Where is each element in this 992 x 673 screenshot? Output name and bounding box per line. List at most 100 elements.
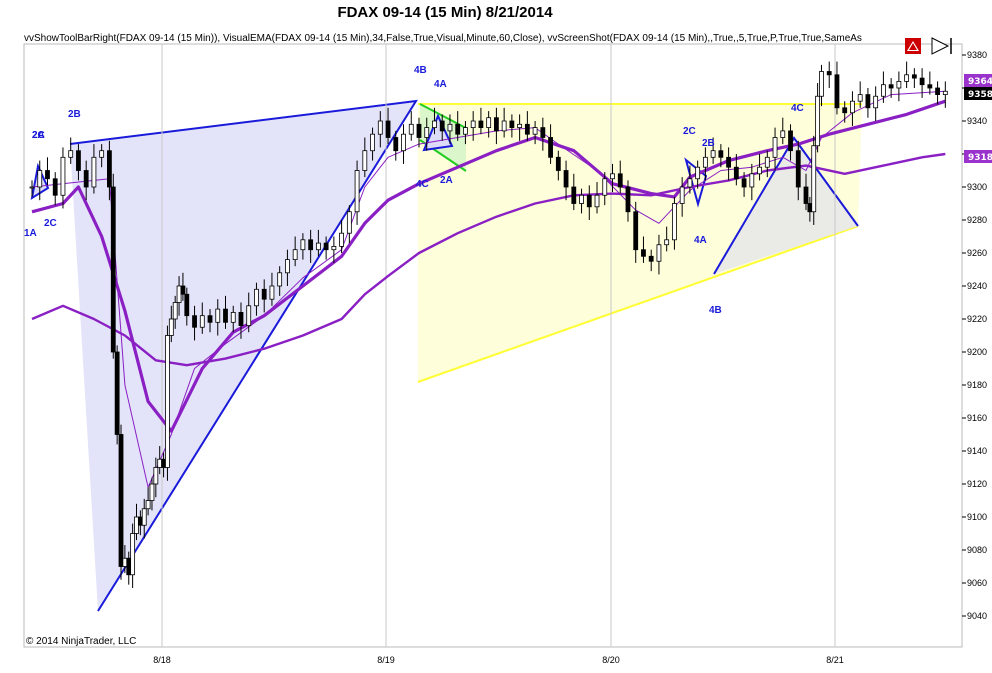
candle-body — [238, 311, 244, 326]
candle-body — [679, 186, 685, 204]
candle-body — [339, 232, 345, 247]
candle-body — [594, 194, 600, 208]
y-tick-label: 9080 — [967, 545, 987, 555]
candle-body — [509, 120, 515, 128]
pattern-label: 4B — [709, 305, 722, 316]
candle-body — [807, 203, 813, 213]
pattern-label: 2C — [32, 130, 45, 141]
candle-body — [470, 120, 476, 128]
candle-body — [517, 123, 523, 129]
candle-body — [377, 120, 383, 135]
pattern-label: 2C — [44, 218, 57, 229]
candle-body — [935, 87, 940, 95]
candle-body — [277, 272, 283, 287]
candle-body — [145, 500, 151, 510]
candle-body — [408, 123, 414, 135]
candle-body — [548, 137, 553, 158]
play-forward-icon[interactable] — [931, 37, 952, 55]
candle-body — [815, 95, 821, 147]
pattern-label: 4A — [434, 79, 447, 90]
warning-triangle-icon[interactable] — [905, 38, 921, 54]
candle-body — [865, 94, 871, 109]
price-badge — [964, 87, 992, 100]
candle-body — [772, 137, 778, 158]
candle-body — [563, 170, 569, 188]
candle-body — [486, 117, 492, 128]
candle-body — [118, 434, 124, 567]
candle-body — [161, 458, 166, 468]
y-tick-label: 9120 — [967, 479, 987, 489]
x-tick-label: 8/18 — [153, 655, 171, 665]
candle-body — [141, 508, 147, 526]
candle-body — [157, 458, 163, 468]
plot-frame — [23, 43, 963, 648]
pattern-label: 4A — [694, 235, 707, 246]
candle-body — [625, 186, 631, 213]
candle-body — [904, 74, 910, 82]
candle-body — [91, 156, 97, 188]
candle-body — [323, 242, 329, 251]
candle-body — [873, 95, 879, 109]
candle-body — [370, 133, 375, 152]
candle-body — [733, 166, 739, 180]
triangle-outline — [69, 99, 418, 612]
y-tick-label: 9040 — [967, 611, 987, 621]
candle-body — [385, 120, 391, 138]
candle-body — [850, 100, 855, 114]
candle-body — [881, 84, 886, 97]
candle-body — [586, 194, 592, 208]
candle-body — [424, 127, 430, 138]
candle-body — [702, 156, 708, 168]
candle-body — [888, 84, 894, 89]
candle-body — [29, 186, 35, 189]
price-badge-value: 9364 — [968, 77, 992, 87]
candle-body — [672, 203, 677, 241]
candle-body — [641, 249, 646, 257]
candle-body — [571, 186, 577, 204]
candle-body — [114, 351, 120, 435]
candle-body — [68, 150, 74, 158]
y-tick-label: 9240 — [967, 281, 987, 291]
candle-body — [664, 239, 670, 246]
candle-body — [478, 120, 484, 128]
candle-body — [172, 302, 178, 320]
candle-body — [788, 130, 793, 152]
price-badge-value: 9358 — [968, 90, 992, 100]
candle-body — [633, 211, 639, 251]
candle-body — [199, 315, 205, 328]
pattern-label: 1A — [24, 228, 37, 239]
wedge-lower-line — [417, 225, 859, 383]
candle-body — [60, 156, 66, 196]
candle-body — [192, 315, 197, 328]
y-tick-label: 9300 — [967, 182, 987, 192]
candle-body — [315, 242, 321, 251]
candle-body — [911, 74, 917, 79]
candle-body — [45, 170, 50, 180]
candle-body — [362, 150, 368, 171]
candle-body — [230, 311, 236, 323]
candle-body — [555, 156, 561, 171]
candle-body — [726, 156, 731, 168]
candle-body — [285, 259, 290, 274]
candle-body — [826, 71, 832, 76]
x-tick-label: 8/19 — [377, 655, 395, 665]
candle-body — [455, 123, 461, 135]
y-tick-label: 9260 — [967, 248, 987, 258]
candle-body — [610, 173, 615, 180]
pattern-label: 2A — [32, 130, 45, 141]
candle-body — [648, 255, 654, 262]
candle-body — [819, 71, 824, 97]
candle-body — [122, 557, 128, 567]
candle-body — [493, 117, 499, 132]
small-triangle — [422, 113, 454, 152]
copyright-text: © 2014 NinjaTrader, LLC — [26, 636, 136, 647]
candle-body — [795, 150, 801, 188]
candle-body — [99, 150, 105, 158]
candle-body — [602, 178, 608, 196]
candle-body — [749, 173, 755, 188]
price-badge-value: 9318 — [968, 153, 992, 163]
candle-body — [126, 557, 132, 576]
candle-body — [354, 170, 360, 213]
pattern-label: 2B — [68, 109, 81, 120]
candle-body — [842, 107, 848, 114]
